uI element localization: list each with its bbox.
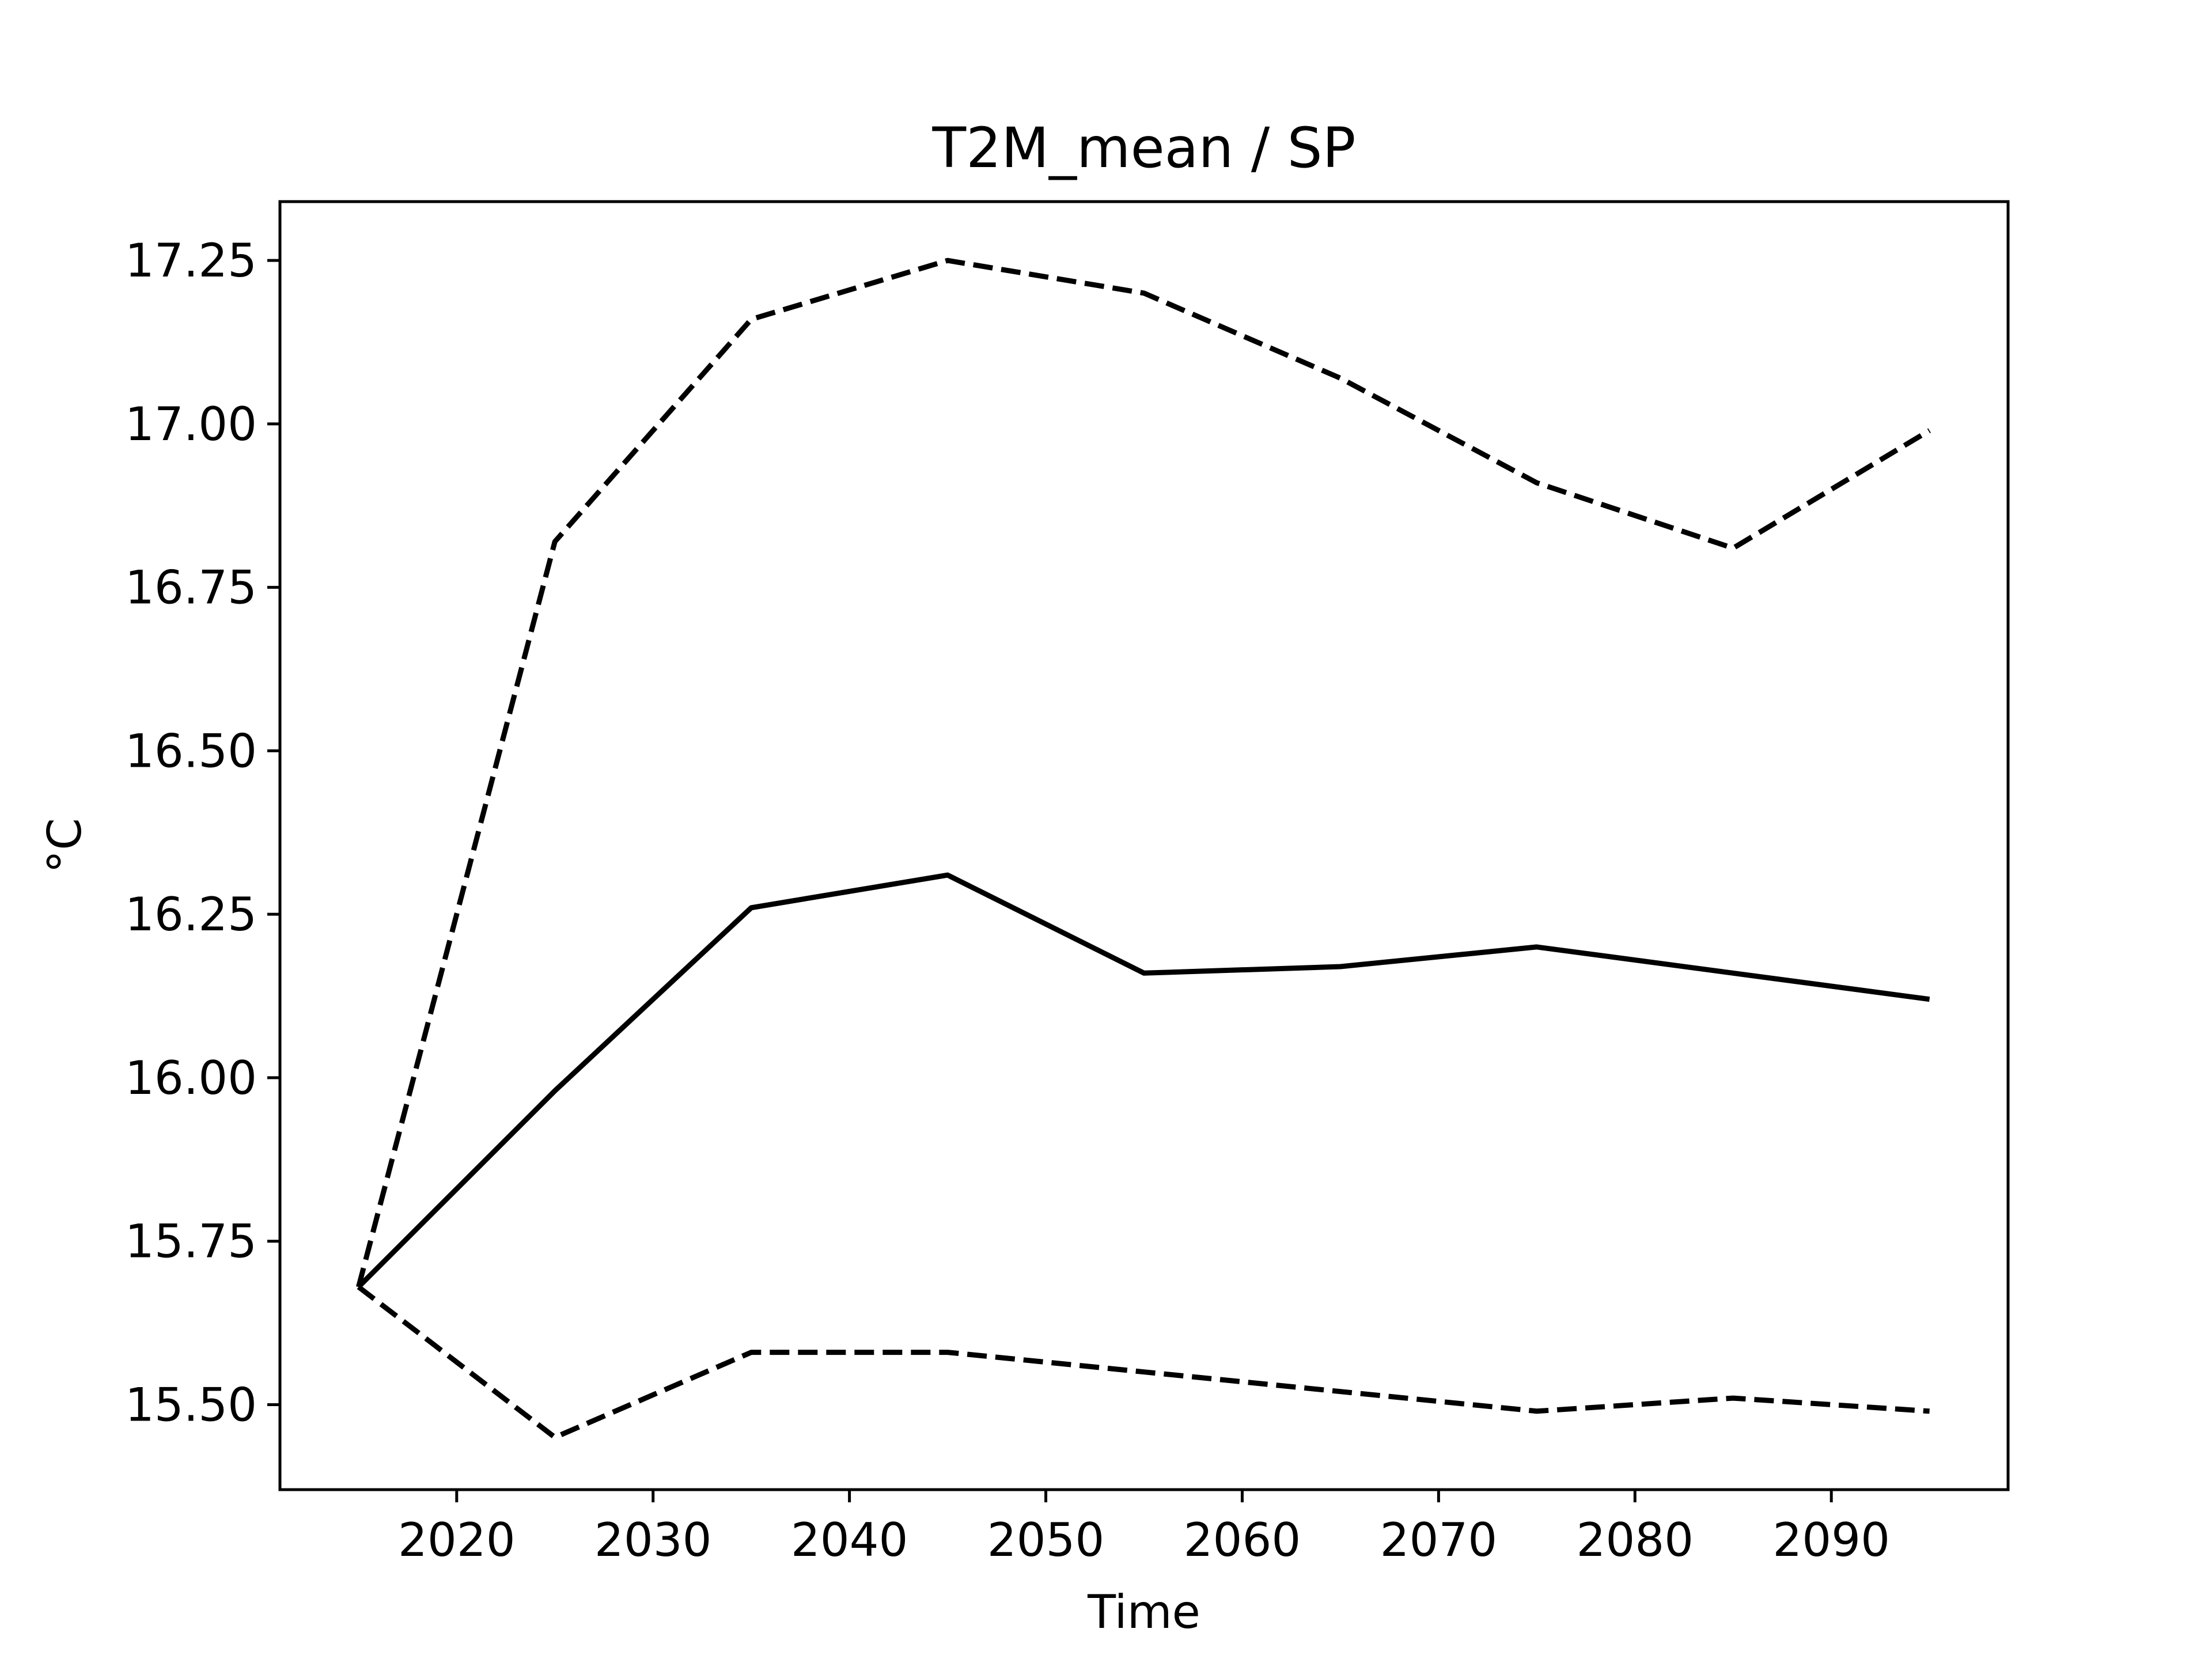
y-tick-label: 15.50 [125, 1378, 257, 1431]
x-tick-label: 2030 [594, 1513, 712, 1567]
y-tick-label: 17.00 [125, 397, 257, 451]
plot-area-frame [278, 200, 2010, 1491]
y-axis: 15.50 15.75 16.00 16.25 16.50 16.75 17.00 17.25 [125, 234, 280, 1431]
series-layer [356, 257, 1931, 1440]
y-tick-label: 16.75 [125, 561, 257, 615]
x-tick-label: 2040 [791, 1513, 908, 1567]
series-line-3-dashed [357, 1285, 1930, 1440]
y-tick-label: 16.00 [125, 1051, 257, 1105]
x-tick-label: 2050 [987, 1513, 1105, 1567]
y-tick-label: 16.50 [125, 724, 257, 778]
x-tick-label: 2020 [398, 1513, 516, 1567]
x-tick-label: 2060 [1184, 1513, 1301, 1567]
x-axis-title: Time [1087, 1585, 1200, 1639]
chart-title: T2M_mean / SP [932, 116, 1356, 180]
y-axis-title: °C [38, 818, 92, 873]
x-tick-label: 2080 [1576, 1513, 1694, 1567]
x-axis: 2020 2030 2040 2050 2060 2070 2080 2090 [398, 1490, 1890, 1567]
x-tick-label: 2070 [1380, 1513, 1498, 1567]
y-tick-label: 15.75 [125, 1215, 257, 1268]
y-tick-label: 16.25 [125, 888, 257, 941]
x-tick-label: 2090 [1772, 1513, 1890, 1567]
series-line-1-solid [357, 872, 1930, 1289]
series-line-2-dashed [356, 257, 1931, 1288]
y-tick-label: 17.25 [125, 234, 257, 287]
